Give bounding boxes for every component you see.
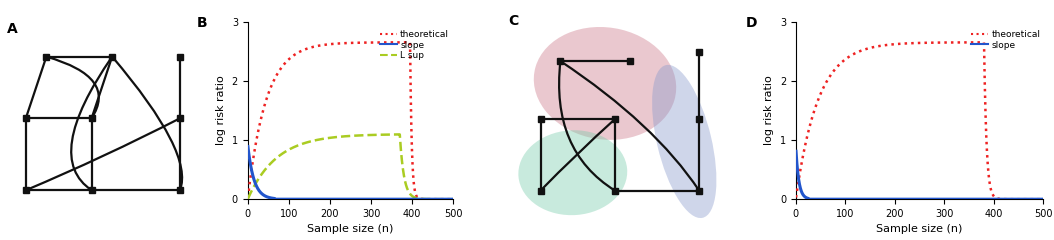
L sup bbox=[393, 133, 406, 136]
L sup bbox=[447, 198, 460, 201]
slope bbox=[1030, 198, 1042, 201]
Line: theoretical: theoretical bbox=[796, 42, 1043, 199]
slope bbox=[789, 150, 802, 153]
slope bbox=[1030, 198, 1042, 201]
Legend: theoretical, slope, L sup: theoretical, slope, L sup bbox=[376, 26, 453, 64]
theoretical bbox=[404, 41, 416, 44]
slope bbox=[903, 198, 916, 201]
slope bbox=[336, 198, 349, 201]
Line: slope: slope bbox=[796, 151, 1043, 199]
Y-axis label: log risk ratio: log risk ratio bbox=[764, 76, 775, 145]
slope bbox=[911, 198, 923, 201]
slope bbox=[241, 145, 254, 148]
X-axis label: Sample size (n): Sample size (n) bbox=[877, 224, 962, 234]
theoretical bbox=[903, 42, 916, 45]
Line: L sup: L sup bbox=[248, 134, 453, 199]
Y-axis label: log risk ratio: log risk ratio bbox=[216, 76, 227, 145]
L sup bbox=[404, 192, 416, 195]
theoretical bbox=[336, 42, 349, 45]
Ellipse shape bbox=[533, 27, 677, 140]
Text: C: C bbox=[508, 14, 519, 28]
theoretical bbox=[1030, 198, 1042, 201]
theoretical bbox=[241, 196, 254, 199]
L sup bbox=[336, 135, 349, 138]
theoretical bbox=[789, 196, 802, 199]
theoretical bbox=[910, 42, 922, 44]
theoretical bbox=[984, 188, 997, 191]
theoretical bbox=[404, 41, 416, 44]
Ellipse shape bbox=[652, 65, 717, 218]
theoretical bbox=[252, 129, 265, 132]
theoretical bbox=[441, 198, 453, 201]
Text: B: B bbox=[196, 16, 207, 30]
slope bbox=[268, 198, 280, 201]
L sup bbox=[241, 197, 254, 200]
theoretical bbox=[441, 198, 453, 201]
slope bbox=[1037, 198, 1050, 201]
L sup bbox=[252, 178, 265, 180]
theoretical bbox=[447, 198, 460, 201]
slope bbox=[802, 198, 815, 201]
Ellipse shape bbox=[519, 130, 627, 215]
Text: A: A bbox=[7, 22, 18, 36]
slope bbox=[984, 198, 997, 201]
Legend: theoretical, slope: theoretical, slope bbox=[968, 26, 1043, 53]
X-axis label: Sample size (n): Sample size (n) bbox=[308, 224, 393, 234]
L sup bbox=[341, 135, 354, 138]
L sup bbox=[441, 198, 453, 201]
theoretical bbox=[1037, 198, 1050, 201]
slope bbox=[341, 198, 354, 201]
L sup bbox=[441, 198, 453, 201]
slope bbox=[441, 198, 453, 201]
theoretical bbox=[978, 41, 991, 44]
theoretical bbox=[1030, 198, 1042, 201]
Line: slope: slope bbox=[248, 147, 453, 199]
slope bbox=[447, 198, 460, 201]
Line: theoretical: theoretical bbox=[248, 42, 453, 199]
slope bbox=[404, 198, 416, 201]
slope bbox=[802, 198, 815, 201]
theoretical bbox=[341, 42, 354, 44]
theoretical bbox=[802, 129, 815, 132]
Text: D: D bbox=[746, 16, 758, 30]
slope bbox=[252, 188, 265, 191]
slope bbox=[441, 198, 453, 201]
